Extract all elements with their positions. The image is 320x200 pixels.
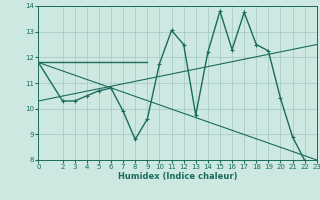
X-axis label: Humidex (Indice chaleur): Humidex (Indice chaleur) bbox=[118, 172, 237, 181]
